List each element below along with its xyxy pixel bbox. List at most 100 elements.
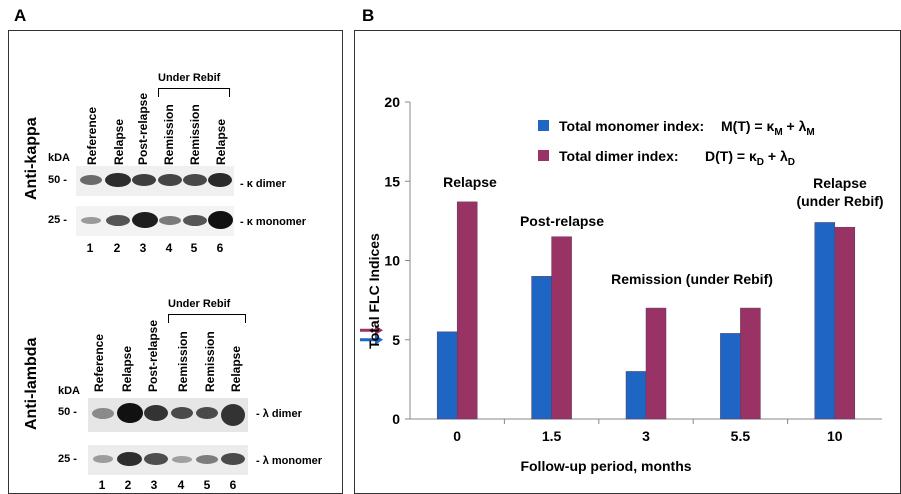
lambda-dimer-blot xyxy=(88,398,248,432)
kappa-antibody-label: Anti-kappa xyxy=(23,117,40,200)
kappa-monomer-band-2 xyxy=(106,215,130,226)
lambda-lane-label-6: Relapse xyxy=(229,345,243,392)
lambda-mw-25: 25 - xyxy=(58,453,77,465)
lambda-lane-label-2: Relapse xyxy=(120,345,134,392)
lambda-monomer-blot xyxy=(88,445,248,475)
panel-a-label: A xyxy=(14,6,27,25)
lambda-lane-number-4: 4 xyxy=(177,478,185,492)
kappa-kda-label: kDA xyxy=(48,152,71,164)
lambda-monomer-label: - λ monomer xyxy=(256,455,323,467)
lambda-monomer-band-5 xyxy=(196,455,218,464)
kappa-dimer-band-6 xyxy=(208,173,232,187)
kappa-monomer-band-1 xyxy=(81,217,101,224)
kappa-dimer-band-4 xyxy=(158,174,182,186)
kappa-lane-number-4: 4 xyxy=(165,241,173,255)
kappa-lane-number-3: 3 xyxy=(139,241,147,255)
legend-label-dimer: Total dimer index: xyxy=(559,148,679,164)
lambda-under-rebif-label: Under Rebif xyxy=(168,298,231,310)
bar-monomer-2 xyxy=(625,371,647,420)
annotation-relapse-rebif-2: (under Rebif) xyxy=(796,193,883,209)
x-tick-label-0: 0 xyxy=(453,428,461,444)
bar-dimer-4 xyxy=(834,226,856,420)
panel-b-label: B xyxy=(362,6,375,25)
kappa-lane-label-6: Relapse xyxy=(214,118,228,165)
lambda-lane-label-5: Remission xyxy=(203,331,217,392)
kappa-monomer-band-6 xyxy=(208,211,233,229)
legend-swatch-dimer xyxy=(538,150,549,161)
lambda-dimer-band-5 xyxy=(196,407,218,419)
lambda-dimer-band-4 xyxy=(171,407,193,419)
kappa-lane-label-3: Post-relapse xyxy=(136,92,150,165)
annotation-post-relapse: Post-relapse xyxy=(520,213,604,229)
y-axis-title: Total FLC Indices xyxy=(366,233,382,349)
lambda-rebif-bracket xyxy=(168,314,246,323)
lambda-monomer-band-2 xyxy=(117,452,142,466)
kappa-lane-number-1: 1 xyxy=(86,241,94,255)
lambda-monomer-band-6 xyxy=(221,453,245,465)
bar-dimer-1 xyxy=(551,236,572,420)
kappa-lane-number-2: 2 xyxy=(113,241,121,255)
reference-arrow-dimer-head xyxy=(375,325,383,336)
kappa-lane-label-4: Remission xyxy=(162,104,176,165)
bar-monomer-4 xyxy=(814,222,836,420)
bar-dimer-0 xyxy=(456,201,478,420)
x-tick-label-4: 10 xyxy=(827,428,843,444)
kappa-under-rebif-label: Under Rebif xyxy=(158,72,221,84)
kappa-dimer-band-2 xyxy=(105,173,131,187)
plot-area: 0 5 10 15 20 0 1.5 3 5.5 10 xyxy=(360,94,882,444)
legend-swatch-monomer xyxy=(538,120,549,131)
lambda-lane-label-1: Reference xyxy=(92,333,106,392)
flc-index-chart: 0 5 10 15 20 0 1.5 3 5.5 10 Total FLC Indices Fol… xyxy=(360,94,884,474)
kappa-lane-label-5: Remission xyxy=(188,104,202,165)
kappa-rebif-bracket xyxy=(158,88,230,97)
kappa-dimer-blot xyxy=(76,166,234,196)
annotation-remission: Remission (under Rebif) xyxy=(611,271,773,287)
y-tick-label-0: 0 xyxy=(392,411,400,427)
legend: Total monomer index: M(T) = κM + λM Tota… xyxy=(538,118,815,168)
lambda-lane-number-1: 1 xyxy=(98,478,106,492)
bar-monomer-0 xyxy=(436,331,458,420)
kappa-dimer-band-3 xyxy=(132,174,156,186)
legend-formula-dimer: D(T) = κD + λD xyxy=(705,148,795,168)
y-tick-label-4: 20 xyxy=(384,94,400,110)
lambda-lane-number-3: 3 xyxy=(150,478,158,492)
lambda-monomer-band-4 xyxy=(172,456,192,463)
kappa-lane-label-1: Reference xyxy=(85,106,99,165)
lambda-mw-50: 50 - xyxy=(58,406,77,418)
kappa-monomer-band-3 xyxy=(132,212,158,228)
x-tick-label-3: 5.5 xyxy=(731,428,751,444)
kappa-dimer-band-1 xyxy=(80,175,102,185)
bar-dimer-2 xyxy=(645,307,667,420)
lambda-dimer-band-3 xyxy=(144,405,168,421)
lambda-lane-number-2: 2 xyxy=(124,478,132,492)
kappa-monomer-band-5 xyxy=(183,215,207,226)
lambda-dimer-band-6 xyxy=(221,404,245,426)
lambda-dimer-band-2 xyxy=(117,403,143,423)
lambda-monomer-band-1 xyxy=(93,455,113,463)
kappa-lane-number-6: 6 xyxy=(216,241,224,255)
y-tick-label-3: 15 xyxy=(384,173,400,189)
kappa-lane-number-5: 5 xyxy=(190,241,198,255)
lambda-lane-number-6: 6 xyxy=(229,478,237,492)
kappa-dimer-band-5 xyxy=(183,174,207,186)
lambda-antibody-label: Anti-lambda xyxy=(23,337,40,430)
kappa-mw-50: 50 - xyxy=(48,174,67,186)
bar-dimer-3 xyxy=(740,307,761,420)
kappa-lane-label-2: Relapse xyxy=(112,118,126,165)
annotation-relapse-rebif-1: Relapse xyxy=(813,175,867,191)
lambda-lane-number-5: 5 xyxy=(203,478,211,492)
annotation-relapse: Relapse xyxy=(443,174,497,190)
lambda-kda-label: kDA xyxy=(58,385,81,397)
bar-monomer-1 xyxy=(531,276,552,420)
x-axis-title: Follow-up period, months xyxy=(520,458,691,474)
lambda-lane-label-3: Post-relapse xyxy=(146,319,160,392)
lambda-dimer-band-1 xyxy=(92,408,114,419)
kappa-dimer-label: - κ dimer xyxy=(240,178,286,190)
lambda-dimer-label: - λ dimer xyxy=(256,408,302,420)
legend-formula-monomer: M(T) = κM + λM xyxy=(721,118,815,138)
legend-label-monomer: Total monomer index: xyxy=(559,118,704,134)
lambda-lane-label-4: Remission xyxy=(176,331,190,392)
bar-monomer-3 xyxy=(720,333,741,420)
kappa-monomer-band-4 xyxy=(159,216,181,225)
kappa-mw-25: 25 - xyxy=(48,214,67,226)
